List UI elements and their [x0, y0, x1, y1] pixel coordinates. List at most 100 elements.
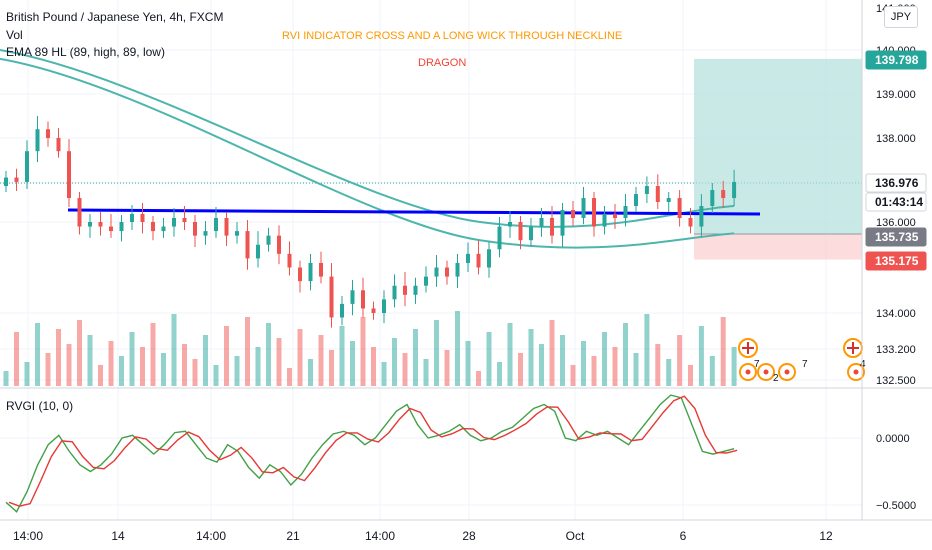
- price-label-text: 136.976: [875, 176, 919, 190]
- volume-bar: [539, 344, 544, 386]
- volume-bar: [150, 323, 156, 386]
- volume-bar: [35, 323, 40, 386]
- volume-bar: [476, 371, 481, 386]
- price-tick-label: 134.000: [876, 308, 916, 320]
- volume-bar: [602, 332, 607, 386]
- candle-body: [487, 249, 491, 268]
- candle-body: [699, 206, 704, 227]
- time-tick-label: 12: [819, 529, 833, 543]
- candle-body: [329, 276, 334, 318]
- event-count: 4: [860, 359, 866, 370]
- volume-bar: [266, 323, 271, 386]
- volume-bar: [234, 356, 240, 386]
- price-label-text: 139.798: [875, 53, 919, 67]
- volume-bar: [308, 359, 313, 386]
- volume-bar: [507, 323, 513, 386]
- volume-bar: [77, 320, 82, 386]
- volume-bar: [161, 353, 166, 386]
- candle-body: [182, 218, 187, 222]
- rvgi-tick-label: 0.0000: [876, 433, 910, 445]
- rvgi-line: [5, 394, 735, 513]
- candle-body: [677, 198, 682, 219]
- currency-button[interactable]: JPY: [884, 6, 918, 28]
- event-dot: [763, 369, 769, 375]
- rvgi-legend[interactable]: RVGI (10, 0): [6, 399, 74, 413]
- time-tick-label: 28: [462, 529, 476, 543]
- price-tick-label: 133.200: [876, 344, 916, 356]
- candle-body: [634, 194, 638, 207]
- candle-body: [214, 218, 218, 232]
- price-tick-label: 139.000: [876, 89, 916, 101]
- candle-body: [434, 267, 439, 277]
- price-label-text: 135.175: [875, 254, 919, 268]
- candle-body: [592, 198, 596, 227]
- candle-body: [119, 222, 124, 232]
- candle-body: [623, 206, 628, 219]
- volume-bar: [108, 341, 114, 386]
- candle-body: [445, 267, 449, 277]
- candle-body: [203, 231, 208, 236]
- price-label-box: [865, 50, 927, 70]
- candle-body: [287, 253, 292, 268]
- candle-body: [550, 218, 554, 236]
- price-label-text: 01:43:14: [875, 195, 923, 209]
- volume-bar: [455, 311, 460, 386]
- ema-legend[interactable]: EMA 89 HL (89, high, 89, low): [6, 45, 165, 59]
- candle-body: [529, 226, 533, 241]
- volume-bar: [339, 326, 345, 386]
- volume-bar: [709, 356, 715, 386]
- candlesticks: [4, 116, 737, 328]
- volume-bar: [698, 326, 704, 386]
- volume-bar: [129, 332, 135, 386]
- volume-legend[interactable]: Vol: [6, 28, 23, 42]
- volume-bar: [731, 347, 737, 386]
- volume-bar: [98, 365, 103, 386]
- volume-bar: [350, 341, 355, 386]
- time-tick-label: 14:00: [365, 529, 395, 543]
- event-markers: 7 2 7 4: [738, 338, 866, 384]
- candle-body: [732, 181, 737, 199]
- target-zone: [694, 58, 862, 235]
- event-count: 7: [802, 359, 808, 370]
- volume-bar: [276, 338, 282, 386]
- rvgi-tick-label: −0.5000: [876, 500, 916, 512]
- candle-body: [140, 214, 145, 222]
- volume-bar: [392, 338, 397, 386]
- time-tick-label: 14:00: [196, 529, 226, 543]
- ema-lines: [0, 49, 735, 249]
- volume-bar: [688, 365, 693, 386]
- rvgi-pane: [0, 387, 932, 513]
- candle-body: [413, 285, 418, 295]
- volume-bar: [255, 347, 261, 386]
- candle-body: [655, 186, 660, 203]
- time-tick-label: 21: [286, 529, 300, 543]
- volume-bar: [444, 350, 450, 386]
- candle-body: [25, 151, 29, 182]
- volume-bar: [591, 356, 597, 386]
- volume-bar: [434, 320, 439, 386]
- volume-bar: [318, 335, 324, 386]
- volume-bar: [171, 314, 177, 386]
- candle-body: [14, 177, 19, 182]
- symbol-title[interactable]: British Pound / Japanese Yen, 4h, FXCM: [6, 10, 224, 24]
- candle-body: [277, 235, 281, 254]
- candle-body: [193, 222, 197, 236]
- price-tick-label: 136.000: [876, 217, 916, 229]
- position-zones: [694, 58, 862, 260]
- volume-bar: [644, 314, 650, 386]
- candle-body: [172, 218, 176, 227]
- candle-body: [508, 222, 512, 227]
- candle-body: [308, 262, 313, 282]
- candle-body: [455, 262, 460, 277]
- volume-bar: [192, 359, 198, 386]
- volume-bar: [203, 335, 208, 386]
- volume-bar: [402, 353, 408, 386]
- time-tick-label: 6: [680, 529, 687, 543]
- annotation-main: RVI INDICATOR CROSS AND A LONG WICK THRO…: [282, 30, 623, 42]
- volume-bar: [297, 329, 303, 386]
- candle-body: [424, 276, 428, 286]
- candle-body: [539, 218, 544, 227]
- event-dot: [853, 369, 859, 375]
